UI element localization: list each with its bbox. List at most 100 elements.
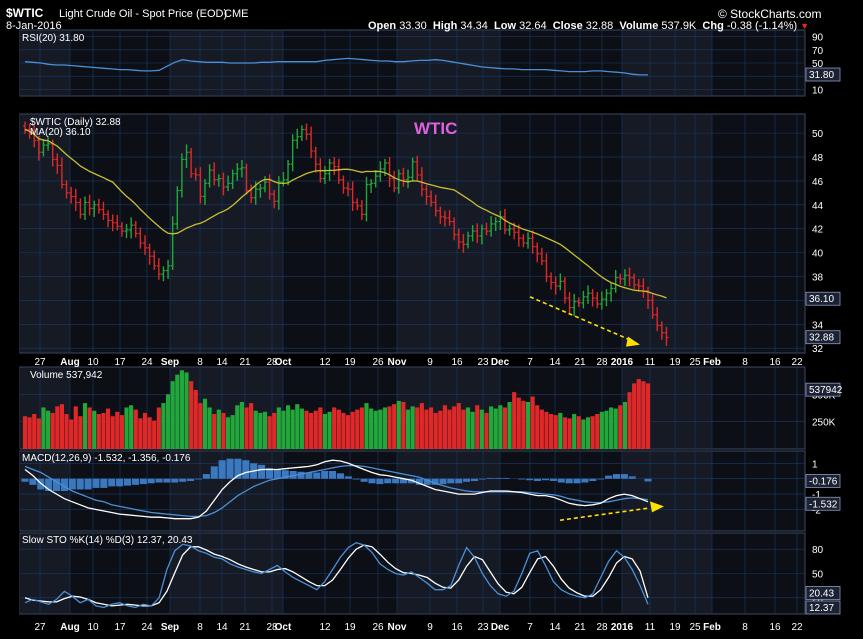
x-tick-label-sto: 11 (645, 622, 656, 633)
sto-axis-tick: 50 (812, 570, 824, 581)
x-tick-label-sto: 28 (596, 622, 608, 633)
volume-bar (175, 374, 180, 449)
x-tick-label-sto: 19 (669, 622, 681, 633)
volume-bar (230, 415, 235, 449)
month-band (622, 452, 712, 530)
price-axis-tick: 40 (812, 249, 824, 260)
macd-signal-line (24, 464, 649, 518)
sto-d-line (24, 544, 649, 607)
macd-histogram-bar (384, 478, 392, 484)
x-tick-label-sto: 17 (114, 622, 126, 633)
volume-bar (299, 408, 304, 449)
macd-histogram-bar (123, 478, 132, 486)
rsi-axis-tick: 70 (812, 46, 824, 57)
volume-bar (396, 400, 401, 449)
volume-bar (101, 412, 106, 449)
macd-histogram-bar (581, 478, 589, 483)
volume-bar (87, 407, 92, 449)
volume-value-label: 537942 (809, 385, 843, 396)
volume-bar (636, 379, 641, 449)
volume-bar (553, 415, 558, 449)
macd-axis-tick: 1 (812, 459, 818, 470)
volume-bar (405, 409, 411, 449)
macd-histogram-bar (52, 478, 61, 491)
volume-bar (258, 412, 263, 449)
volume-bar (41, 407, 46, 449)
volume-bar (124, 407, 129, 449)
volume-bar (133, 409, 138, 449)
volume-bar (105, 408, 111, 449)
volume-legend: Volume 537,942 (30, 370, 103, 381)
volume-bar (78, 416, 83, 449)
macd-histogram-bar (313, 472, 321, 479)
rsi-axis-tick: 50 (812, 59, 824, 70)
volume-bar (429, 407, 434, 449)
ma-legend: MA(20) 36.10 (30, 127, 91, 138)
rsi-line (24, 57, 648, 76)
volume-bar (498, 405, 503, 449)
volume-bar (244, 407, 249, 449)
macd-histogram-bar (557, 478, 565, 483)
x-tick-label-sto: 27 (34, 622, 46, 633)
macd-histogram-bar (407, 478, 415, 484)
macd-histogram-bar (210, 466, 218, 479)
volume-bar (359, 407, 364, 449)
x-tick-label-price: 7 (527, 357, 533, 368)
macd-histogram-bar (116, 478, 124, 487)
close-label: Close (552, 20, 583, 32)
volume-bar (507, 401, 512, 449)
volume-bar (479, 409, 484, 449)
volume-bar (313, 410, 318, 449)
volume-bar (627, 392, 632, 449)
rsi-value-label: 31.80 (809, 70, 834, 81)
volume-bar (641, 381, 646, 449)
open-value: 33.30 (399, 20, 427, 32)
macd-histogram-bar (163, 478, 171, 483)
volume-bar (249, 403, 254, 449)
macd-histogram-bar (605, 475, 613, 479)
dropdown-arrow-icon[interactable]: ▼ (800, 21, 810, 31)
macd-histogram-bar (234, 458, 242, 479)
volume-bar (484, 412, 489, 449)
macd-histogram-bar (392, 478, 400, 484)
volume-bar (318, 407, 323, 449)
volume-bar (350, 411, 355, 449)
x-tick-label-sto: 10 (87, 622, 99, 633)
volume-bar (535, 405, 540, 449)
instrument-name: Light Crude Oil - Spot Price (EOD) (59, 8, 228, 20)
volume-bar (581, 419, 586, 449)
volume-bar (327, 411, 332, 449)
volume-bar (69, 419, 74, 449)
macd-histogram-bar (415, 478, 423, 485)
low-value: 32.64 (519, 20, 547, 32)
macd-histogram-bar (187, 478, 195, 481)
uptrend-arrow-line (559, 507, 651, 522)
volume-bar (82, 403, 88, 449)
macd-histogram-bar (352, 478, 360, 480)
macd-histogram-bar (329, 471, 337, 479)
x-tick-label-sto: 21 (574, 622, 586, 633)
macd-histogram-bar (321, 471, 329, 479)
volume-bar (456, 403, 461, 449)
macd-histogram-bar (131, 478, 139, 485)
volume-bar (198, 403, 203, 449)
macd-histogram-bar (502, 477, 510, 479)
x-tick-label-price: Aug (60, 357, 79, 368)
x-tick-label-sto: 16 (769, 622, 781, 633)
x-tick-label-sto: 7 (527, 622, 533, 633)
volume-bar (193, 389, 198, 449)
chg-label: Chg (702, 20, 724, 32)
wtic-annotation: WTIC (414, 119, 458, 138)
volume-bar (92, 410, 97, 449)
macd-histogram-bar (76, 478, 84, 490)
macd-histogram-bar (289, 471, 297, 479)
volume-bar (96, 414, 101, 449)
stockcharts-logo[interactable]: © StockCharts.com (718, 7, 822, 21)
x-tick-label-price: 8 (742, 357, 748, 368)
x-tick-label-price: 17 (114, 357, 126, 368)
volume-bar (285, 405, 291, 449)
volume-bar (461, 409, 466, 449)
x-tick-label-price: 16 (451, 357, 463, 368)
volume-bar (202, 398, 208, 449)
